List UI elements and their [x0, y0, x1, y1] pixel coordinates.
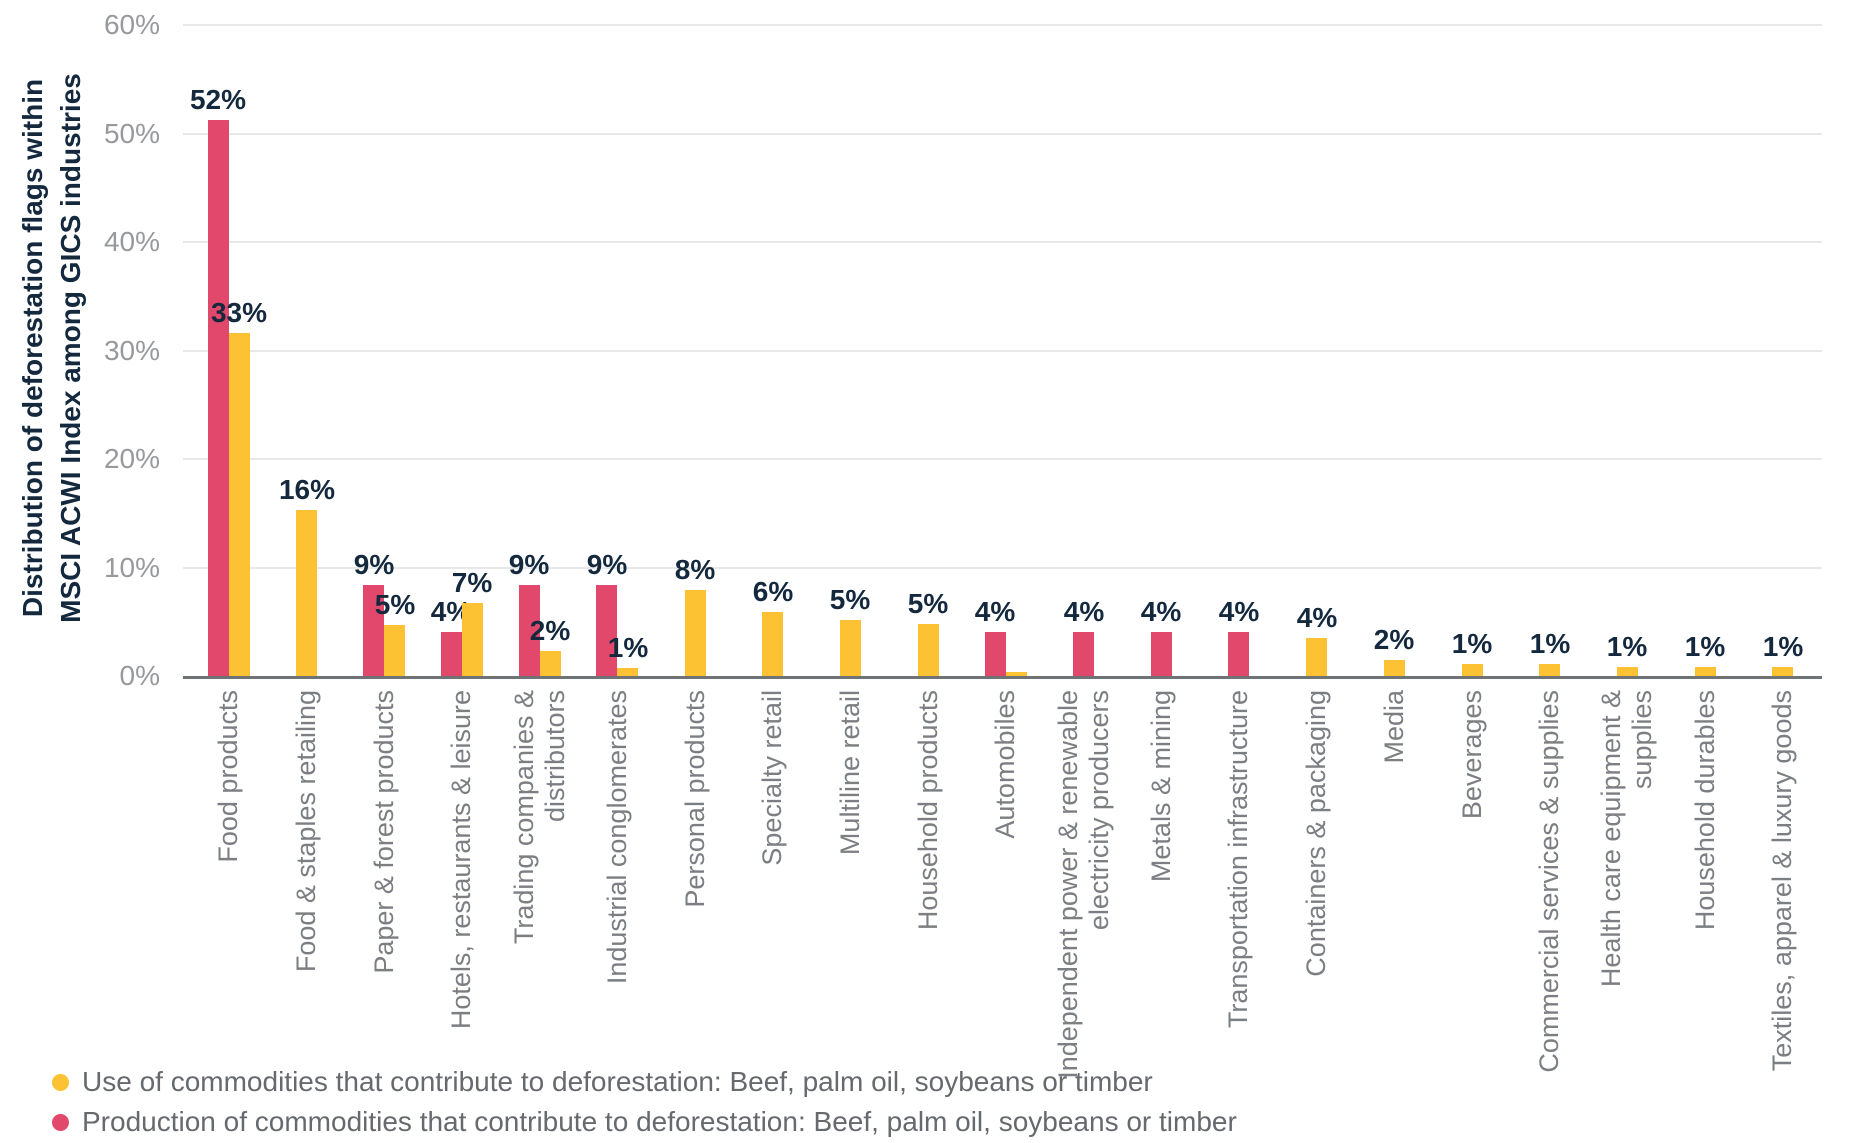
- bar-use: [918, 624, 939, 676]
- legend-label-production: Production of commodities that contribut…: [82, 1106, 1237, 1137]
- y-tick-label: 0%: [119, 660, 160, 691]
- category-label: Metals & mining: [1146, 690, 1176, 883]
- bar-use: [1306, 638, 1327, 676]
- category-label: Paper & forest products: [369, 690, 399, 974]
- bar-production: [441, 632, 462, 676]
- value-label-use: 1%: [1529, 628, 1571, 659]
- category-label: Food products: [213, 690, 243, 863]
- bar-use: [296, 510, 317, 676]
- legend-swatch-production-icon: [52, 1113, 69, 1131]
- bar-production: [519, 585, 540, 676]
- gridline: [183, 24, 1822, 26]
- bar-use: [1539, 664, 1560, 676]
- bar-use: [384, 625, 405, 676]
- x-axis-line: [183, 676, 1822, 679]
- value-label-use: 1%: [607, 632, 649, 663]
- category-label: Health care equipment & supplies: [1596, 690, 1657, 988]
- category-label: Textiles, apparel & luxury goods: [1767, 690, 1797, 1072]
- value-label-production: 4%: [1140, 596, 1182, 627]
- legend-label-use: Use of commodities that contribute to de…: [82, 1066, 1153, 1097]
- value-label-use: 5%: [374, 589, 416, 620]
- bar-use: [1462, 664, 1483, 676]
- category-label: Media: [1379, 690, 1409, 764]
- bar-production: [1151, 632, 1172, 676]
- category-label: Household durables: [1690, 690, 1720, 931]
- y-tick-label: 60%: [103, 9, 160, 40]
- bar-use: [462, 603, 483, 676]
- value-label-production: 9%: [353, 549, 395, 580]
- gridline: [183, 132, 1822, 135]
- bar-production: [1073, 632, 1094, 676]
- gridline: [183, 566, 1822, 569]
- bar-use: [685, 590, 706, 676]
- value-label-production: 4%: [974, 596, 1016, 627]
- value-label-use: 2%: [529, 615, 571, 646]
- bar-use: [540, 651, 561, 676]
- value-label-production: 9%: [508, 549, 550, 580]
- bar-production: [985, 632, 1006, 676]
- category-label: Specialty retail: [757, 690, 787, 866]
- y-tick-label: 20%: [103, 443, 160, 474]
- gridline: [183, 349, 1822, 352]
- value-label-production: 4%: [1063, 596, 1105, 627]
- bar-use: [617, 668, 638, 676]
- bar-use: [762, 612, 783, 676]
- bar-use: [1617, 667, 1638, 676]
- value-label-use: 4%: [1296, 602, 1338, 633]
- bar-use: [1384, 660, 1405, 676]
- bar-production: [363, 585, 384, 676]
- category-label: Transportation infrastructure: [1223, 690, 1253, 1029]
- bar-use: [840, 620, 861, 676]
- category-label: Containers & packaging: [1301, 690, 1331, 977]
- gridline: [183, 458, 1822, 460]
- value-label-use: 16%: [278, 474, 336, 505]
- category-label: Beverages: [1457, 690, 1487, 820]
- bar-use: [1006, 672, 1027, 676]
- y-tick-label: 10%: [103, 551, 160, 583]
- value-label-use: 1%: [1451, 628, 1493, 659]
- value-label-use: 5%: [829, 584, 871, 615]
- bar-production: [596, 585, 617, 676]
- category-label: Trading companies & distributors: [509, 690, 570, 945]
- value-label-use: 6%: [752, 576, 794, 607]
- category-label: Automobiles: [990, 690, 1020, 839]
- value-label-use: 8%: [674, 554, 716, 585]
- bar-use: [229, 333, 250, 676]
- value-label-use: 1%: [1684, 631, 1726, 662]
- value-label-use: 1%: [1606, 631, 1648, 662]
- y-tick-label: 50%: [103, 117, 160, 149]
- value-label-production: 4%: [1218, 596, 1260, 627]
- category-label: Multiline retail: [835, 690, 865, 856]
- value-label-use: 7%: [451, 567, 493, 598]
- category-label: Industrial conglomerates: [602, 690, 632, 985]
- value-label-production: 9%: [586, 549, 628, 580]
- category-label: Personal products: [680, 690, 710, 908]
- category-label: Food & staples retailing: [291, 690, 321, 973]
- value-label-use: 2%: [1373, 624, 1415, 655]
- bar-production: [1228, 632, 1249, 676]
- y-tick-label: 30%: [103, 334, 160, 366]
- legend-item-production: Production of commodities that contribut…: [52, 1106, 1237, 1138]
- category-label: Commercial services & supplies: [1534, 690, 1564, 1073]
- bar-use: [1695, 667, 1716, 676]
- legend-swatch-use-icon: [52, 1073, 69, 1091]
- value-label-use: 33%: [210, 297, 268, 328]
- y-tick-label: 40%: [103, 226, 160, 257]
- value-label-use: 5%: [907, 588, 949, 619]
- legend-item-use: Use of commodities that contribute to de…: [52, 1066, 1153, 1098]
- category-label: Hotels, restaurants & leisure: [446, 690, 476, 1030]
- value-label-use: 1%: [1762, 631, 1804, 662]
- category-label: Independent power & renewable electricit…: [1053, 690, 1114, 1079]
- value-label-production: 52%: [189, 84, 247, 115]
- bar-use: [1772, 667, 1793, 676]
- gridline: [183, 241, 1822, 243]
- category-label: Household products: [913, 690, 943, 931]
- bar-production: [208, 120, 229, 676]
